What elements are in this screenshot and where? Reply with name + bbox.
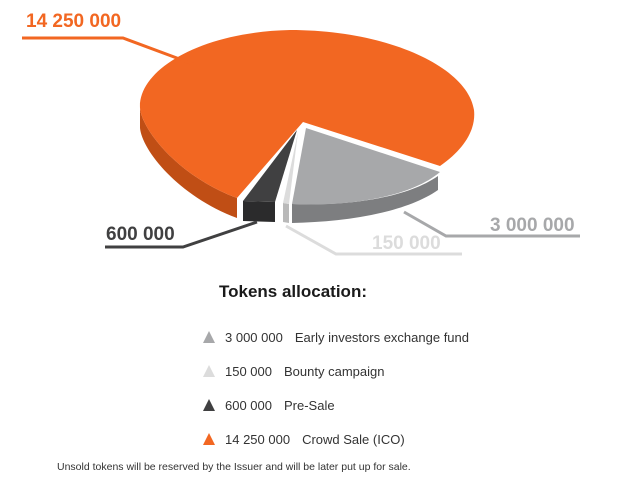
- pie-slice-presale: [243, 130, 297, 202]
- triangle-icon: [203, 331, 215, 343]
- pie-slice-presale-side: [243, 201, 275, 222]
- pie-slice-investors: [292, 128, 440, 205]
- callout-line-bounty: [285, 224, 462, 256]
- legend-label: Pre-Sale: [284, 397, 335, 413]
- pie-slice-crowd-sale: [139, 30, 475, 198]
- triangle-icon: [203, 433, 215, 445]
- legend-item-crowd-sale: 14 250 000 Crowd Sale (ICO): [203, 422, 469, 456]
- legend-item-bounty: 150 000 Bounty campaign: [203, 354, 469, 388]
- callout-label-bounty: 150 000: [372, 233, 441, 254]
- legend-value: 600 000: [225, 397, 272, 413]
- pie-slice-crowd-sale-side: [140, 108, 237, 218]
- legend-label: Crowd Sale (ICO): [302, 431, 405, 447]
- pie-slice-bounty-side: [283, 203, 289, 223]
- pie-slice-bounty: [283, 132, 298, 204]
- legend-value: 150 000: [225, 363, 272, 379]
- callout-line-investors: [403, 210, 580, 238]
- callout-label-crowd-sale: 14 250 000: [26, 11, 121, 32]
- legend-value: 3 000 000: [225, 329, 283, 345]
- legend-title: Tokens allocation:: [219, 282, 367, 301]
- footnote: Unsold tokens will be reserved by the Is…: [57, 461, 411, 473]
- legend-label: Early investors exchange fund: [294, 329, 469, 345]
- callout-label-presale: 600 000: [106, 224, 175, 245]
- triangle-icon: [203, 365, 215, 377]
- legend: 3 000 000 Early investors exchange fund …: [203, 320, 469, 456]
- pie-slice-investors-side: [292, 176, 438, 223]
- callout-line-crowd-sale: [22, 36, 194, 66]
- callout-label-investors: 3 000 000: [490, 215, 575, 236]
- legend-item-presale: 600 000 Pre-Sale: [203, 388, 469, 422]
- callout-line-presale: [105, 220, 258, 249]
- legend-value: 14 250 000: [225, 431, 291, 447]
- legend-item-investors: 3 000 000 Early investors exchange fund: [203, 320, 469, 354]
- legend-label: Bounty campaign: [284, 363, 385, 379]
- triangle-icon: [203, 399, 215, 411]
